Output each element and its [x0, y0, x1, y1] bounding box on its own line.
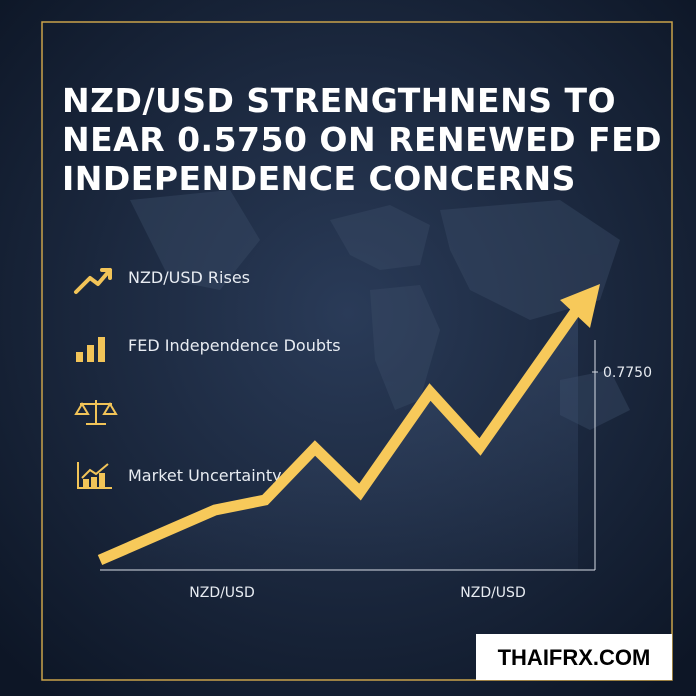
price-label: 0.7750 [603, 365, 652, 381]
arrow-head [560, 284, 600, 328]
brand: THAIFRX.COM [498, 645, 651, 670]
chart-area [100, 305, 578, 570]
icons [74, 268, 112, 294]
title-line: NZD/USD STRENGTHNENS TO [62, 81, 616, 120]
world-map [130, 190, 630, 430]
title-line: INDEPENDENCE CONCERNS [62, 159, 576, 198]
feature-label: Market Uncertainty [128, 466, 282, 485]
bars-icon [76, 337, 105, 362]
brand-box [476, 634, 672, 680]
feature-label: NZD/USD Rises [128, 268, 250, 287]
axis-label: NZD/USD [460, 585, 525, 601]
trend-arrow [97, 301, 585, 566]
chart-icon [77, 462, 112, 489]
axis-label: NZD/USD [189, 585, 254, 601]
title-line: NEAR 0.5750 ON RENEWED FED [62, 120, 662, 159]
feature-label: FED Independence Doubts [128, 336, 341, 355]
scale-icon [74, 400, 118, 425]
frame [41, 21, 673, 681]
